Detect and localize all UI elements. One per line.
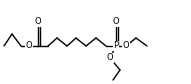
Text: O: O bbox=[113, 17, 119, 26]
Text: O: O bbox=[35, 17, 41, 26]
Text: O: O bbox=[107, 54, 113, 62]
Text: O: O bbox=[26, 41, 32, 50]
Text: O: O bbox=[123, 41, 129, 50]
Text: P: P bbox=[113, 41, 119, 50]
